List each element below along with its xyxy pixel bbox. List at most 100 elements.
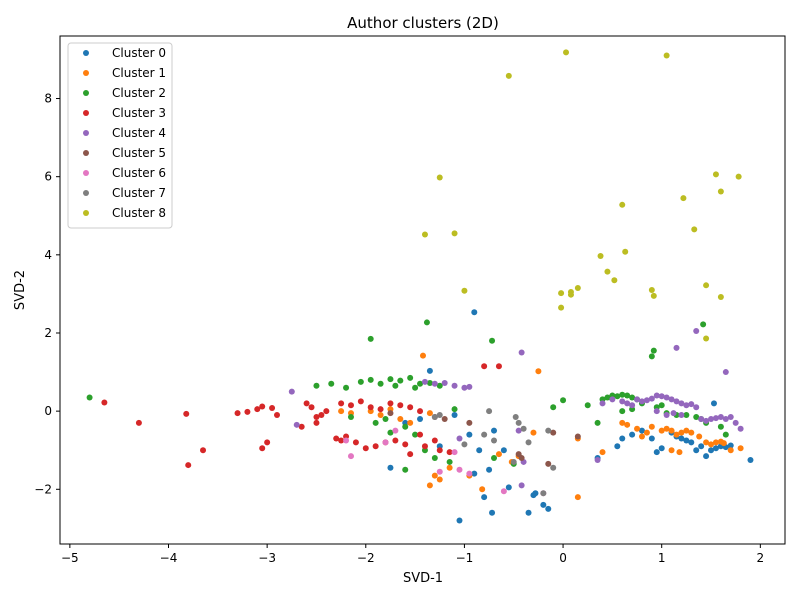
cluster-4-point [466, 383, 473, 390]
cluster-0-point [678, 435, 685, 442]
cluster-0-point [486, 466, 493, 473]
cluster-2-point [693, 414, 700, 420]
cluster-4-point [678, 400, 685, 407]
cluster-2-point [382, 415, 389, 422]
cluster-0-point [466, 431, 473, 438]
cluster-2-point [446, 458, 453, 465]
cluster-3-point [318, 412, 325, 419]
cluster-4-point [421, 378, 428, 385]
cluster-2-point [313, 382, 320, 389]
cluster-6-point [466, 470, 473, 477]
cluster-0-point [629, 431, 636, 438]
cluster-6-point [451, 449, 458, 456]
cluster-2-point [700, 321, 707, 328]
cluster-2-point [343, 384, 350, 391]
cluster-5-point [441, 415, 448, 422]
cluster-2-point [550, 404, 557, 411]
cluster-6-point [500, 488, 507, 495]
cluster-3-point [298, 423, 305, 430]
cluster-2-point [658, 402, 665, 409]
cluster-3-point [352, 439, 359, 446]
cluster-0-point [532, 490, 539, 497]
cluster-4-point [451, 382, 458, 389]
cluster-4-point [663, 412, 670, 419]
cluster-1-point [708, 441, 715, 448]
cluster-2-point [412, 431, 419, 438]
cluster-4-point [668, 396, 675, 403]
cluster-3-point [417, 431, 424, 438]
cluster-4-point [658, 393, 665, 400]
cluster-3-point [402, 441, 409, 448]
cluster-3-point [101, 399, 108, 406]
cluster-6-point [392, 427, 399, 434]
cluster-6-point [456, 466, 463, 473]
cluster-5-point [387, 410, 394, 417]
cluster-7-point [515, 419, 522, 426]
cluster-8-point [421, 231, 428, 238]
cluster-4-point [737, 425, 744, 432]
cluster-4-point [708, 415, 715, 422]
cluster-4-point [293, 421, 300, 428]
cluster-8-point [717, 294, 724, 301]
legend-marker-cluster-5 [83, 150, 89, 156]
cluster-1-point [712, 439, 719, 446]
cluster-4-point [518, 482, 525, 489]
cluster-8-point [436, 174, 443, 181]
legend-marker-cluster-3 [83, 110, 89, 116]
cluster-1-point [431, 472, 438, 479]
cluster-2-point [619, 391, 626, 398]
cluster-2-point [650, 347, 657, 354]
cluster-3-point [308, 404, 315, 411]
cluster-8-point [574, 285, 581, 292]
x-tick-label: −3 [258, 551, 276, 565]
legend-marker-cluster-6 [83, 170, 89, 176]
cluster-2-point [451, 406, 458, 413]
cluster-2-point [436, 382, 443, 389]
cluster-2-point [367, 335, 374, 342]
cluster-4-point [712, 415, 719, 422]
cluster-3-point [313, 419, 320, 426]
cluster-3-point [259, 445, 266, 452]
legend-label-cluster-7: Cluster 7 [112, 186, 166, 200]
cluster-4-point [609, 396, 616, 403]
cluster-1-point [668, 447, 675, 454]
cluster-4-point [288, 388, 295, 395]
cluster-0-point [688, 439, 695, 446]
cluster-7-point [486, 408, 493, 415]
cluster-2-point [417, 380, 424, 387]
cluster-8-point [597, 253, 604, 260]
cluster-2-point [86, 394, 93, 401]
cluster-1-point [696, 433, 703, 440]
cluster-1-point [574, 494, 581, 501]
cluster-1-point [530, 429, 537, 436]
y-tick-label: 6 [44, 170, 52, 184]
cluster-4-point [722, 369, 729, 376]
cluster-4-point [653, 392, 660, 399]
cluster-4-point [648, 395, 655, 402]
cluster-4-point [624, 400, 631, 407]
cluster-8-point [558, 290, 565, 297]
cluster-2-point [387, 376, 394, 383]
cluster-8-point [461, 287, 468, 294]
cluster-5-point [574, 433, 581, 440]
cluster-8-point [735, 173, 742, 180]
cluster-2-point [372, 419, 379, 426]
cluster-2-point [387, 429, 394, 436]
cluster-2-point [392, 382, 399, 389]
cluster-4-point [727, 414, 734, 420]
cluster-6-point [347, 453, 354, 460]
cluster-6-point [343, 437, 350, 444]
cluster-4-point [688, 401, 695, 408]
legend-marker-cluster-0 [83, 50, 89, 56]
cluster-2-point [717, 423, 724, 430]
cluster-8-point [622, 248, 629, 255]
cluster-4-point [663, 394, 670, 401]
cluster-2-point [423, 319, 430, 326]
x-tick-label: −1 [456, 551, 474, 565]
cluster-1-point [678, 429, 685, 436]
cluster-3-point [362, 445, 369, 452]
cluster-4-point [461, 384, 468, 391]
legend-label-cluster-3: Cluster 3 [112, 106, 166, 120]
cluster-2-point [347, 414, 354, 420]
cluster-0-point [710, 400, 717, 407]
